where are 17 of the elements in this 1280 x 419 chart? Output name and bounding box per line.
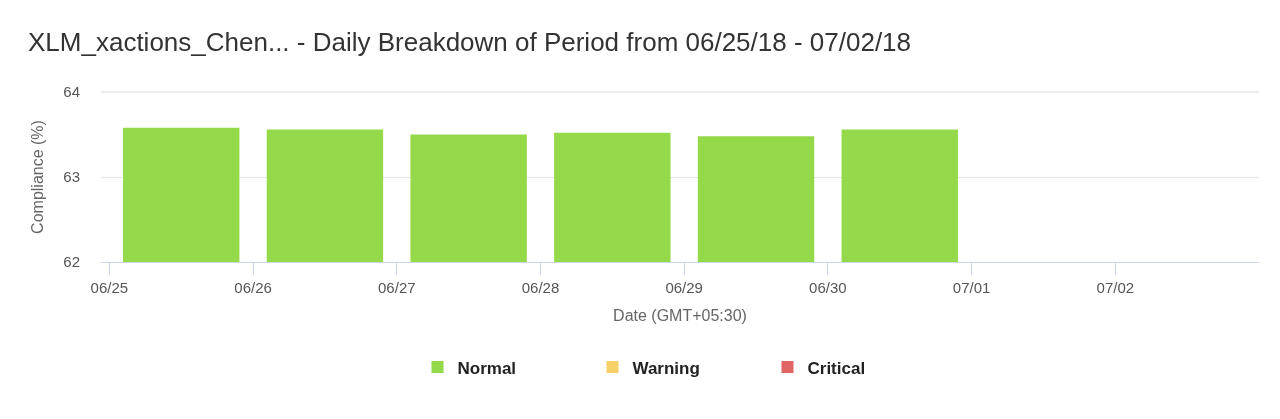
x-tick-label: 06/25 <box>90 279 129 296</box>
legend-label: Warning <box>632 358 700 378</box>
x-tick-label: 06/28 <box>521 279 560 296</box>
x-tick-label: 07/01 <box>952 279 991 296</box>
legend-label: Critical <box>807 358 866 378</box>
chart-title: XLM_xactions_Chen... - Daily Breakdown of Period from 06/25/18 - 07/02/18 <box>28 27 912 58</box>
y-tick-label: 64 <box>63 83 80 101</box>
x-tick-label: 07/02 <box>1096 279 1135 296</box>
y-axis-title: Compliance (%) <box>29 120 47 234</box>
x-tick-label: 06/27 <box>378 279 416 296</box>
legend-label: Normal <box>457 358 517 378</box>
y-tick-label: 62 <box>63 253 80 271</box>
y-tick-label: 63 <box>63 168 80 186</box>
x-tick-label: 06/29 <box>665 279 703 296</box>
x-axis-title: Date (GMT+05:30) <box>613 306 747 324</box>
x-tick-label: 06/26 <box>234 279 272 296</box>
x-tick-label: 06/30 <box>809 279 847 296</box>
